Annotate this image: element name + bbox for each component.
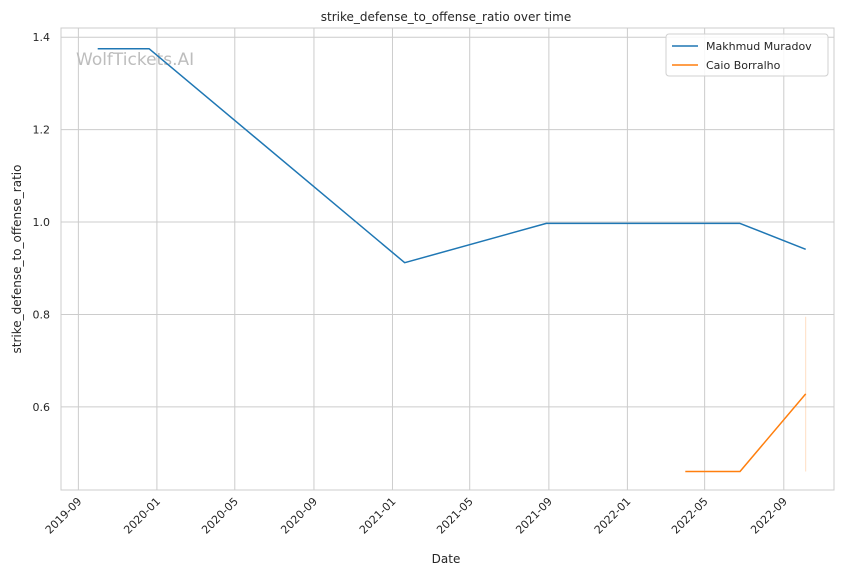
legend-box <box>665 33 829 77</box>
y-tick-label: 1.4 <box>33 31 51 44</box>
y-tick-label: 1.0 <box>33 216 51 229</box>
series-1-line <box>685 393 807 473</box>
plot-frame <box>60 27 835 491</box>
legend-entry-0: Makhmud Muradov <box>706 40 812 53</box>
y-tick-label: 1.2 <box>33 124 51 137</box>
legend: Makhmud Muradov Caio Borralho <box>665 33 829 77</box>
series-0-line <box>97 48 806 264</box>
y-tick-label: 0.8 <box>33 308 51 321</box>
legend-entry-1: Caio Borralho <box>706 59 781 72</box>
x-axis-label: Date <box>432 552 461 566</box>
grid <box>61 28 834 490</box>
y-tick-label: 0.6 <box>33 401 51 414</box>
y-axis-label: strike_defense_to_offense_ratio <box>10 165 24 354</box>
y-axis-ticks: 0.6 0.8 1.0 1.2 1.4 <box>33 31 51 414</box>
watermark: WolfTickets.AI <box>76 50 194 70</box>
series-layer <box>97 48 807 473</box>
chart-title: strike_defense_to_offense_ratio over tim… <box>321 10 571 24</box>
